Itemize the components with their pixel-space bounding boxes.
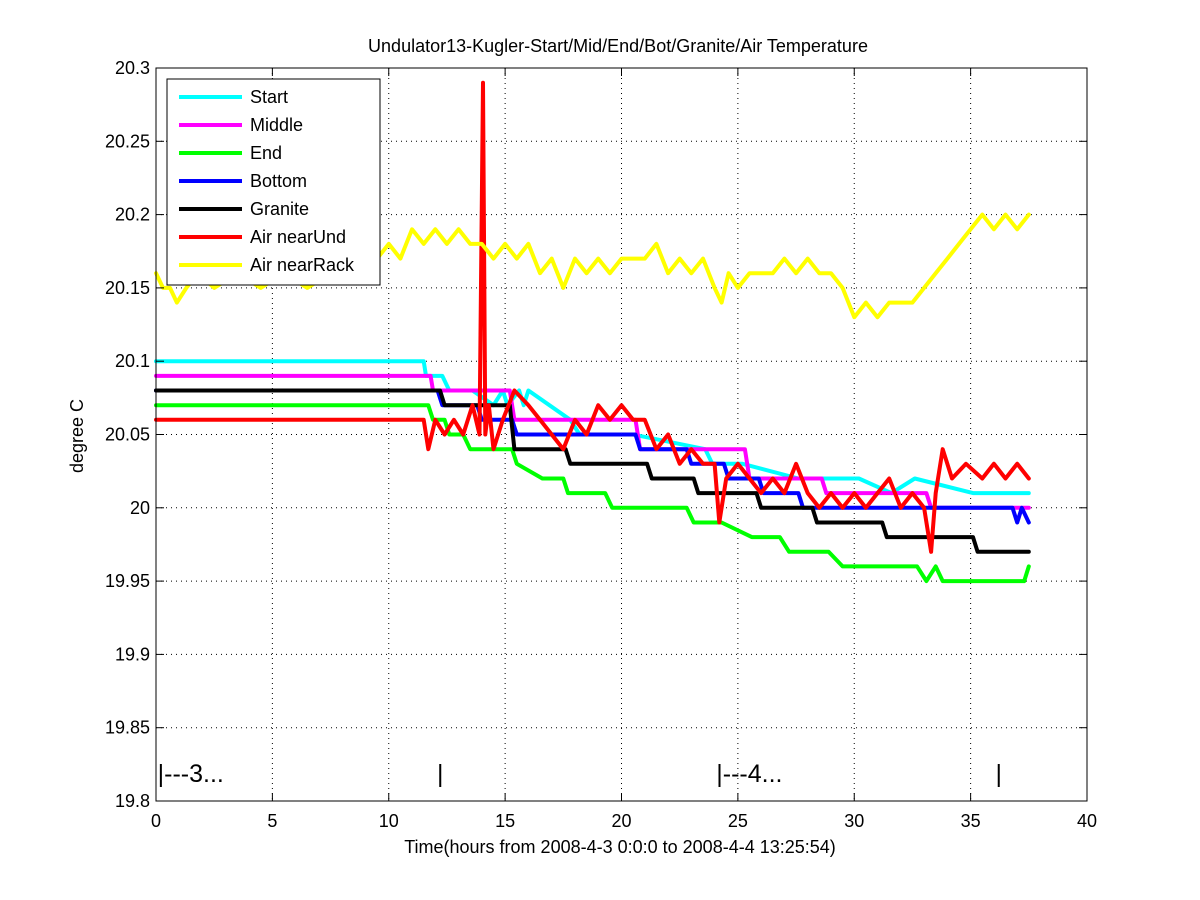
x-tick-label: 10 bbox=[379, 811, 399, 831]
y-tick-label: 19.95 bbox=[105, 571, 150, 591]
y-tick-label: 20.05 bbox=[105, 425, 150, 445]
legend-label: Bottom bbox=[250, 171, 307, 191]
x-tick-label: 0 bbox=[151, 811, 161, 831]
day-marker-label: | bbox=[437, 760, 444, 788]
legend: Start Middle End Bottom Granite Air nearUnd Ai… bbox=[166, 78, 381, 286]
legend-label: Granite bbox=[250, 199, 309, 219]
legend-label: Start bbox=[250, 87, 288, 107]
x-tick-label: 5 bbox=[267, 811, 277, 831]
x-tick-label: 20 bbox=[611, 811, 631, 831]
x-tick-label: 15 bbox=[495, 811, 515, 831]
legend-label: Air nearUnd bbox=[250, 227, 346, 247]
day-markers: |---3... | |---4... | bbox=[158, 760, 1002, 788]
y-tick-label: 19.8 bbox=[115, 791, 150, 811]
series-line-granite bbox=[154, 388, 1031, 554]
series-line-end bbox=[154, 403, 1031, 584]
y-tick-label: 20.3 bbox=[115, 58, 150, 78]
series-line-air-nearund bbox=[154, 80, 1031, 554]
day-marker-label: |---3... bbox=[158, 760, 224, 788]
y-tick-label: 19.9 bbox=[115, 644, 150, 664]
day-marker-label: |---4... bbox=[716, 760, 782, 788]
day-marker-label: | bbox=[996, 760, 1003, 788]
x-tick-label: 40 bbox=[1077, 811, 1097, 831]
y-tick-label: 19.85 bbox=[105, 718, 150, 738]
axis-ticks: 0 5 10 15 20 25 30 35 40 19.8 19.85 19.9 19.95 20 20.0… bbox=[105, 58, 1097, 831]
y-tick-label: 20.1 bbox=[115, 351, 150, 371]
x-tick-label: 30 bbox=[844, 811, 864, 831]
x-axis-label: Time(hours from 2008-4-3 0:0:0 to 2008-4… bbox=[404, 837, 836, 857]
x-tick-label: 25 bbox=[728, 811, 748, 831]
legend-label: End bbox=[250, 143, 282, 163]
x-tick-label: 35 bbox=[961, 811, 981, 831]
y-axis-label: degree C bbox=[67, 399, 87, 473]
series-line-start bbox=[154, 359, 1031, 496]
legend-label: Air nearRack bbox=[250, 255, 355, 275]
chart-title: Undulator13-Kugler-Start/Mid/End/Bot/Gra… bbox=[368, 36, 868, 56]
y-tick-label: 20.2 bbox=[115, 205, 150, 225]
legend-label: Middle bbox=[250, 115, 303, 135]
series-lines bbox=[154, 80, 1031, 584]
y-tick-label: 20.15 bbox=[105, 278, 150, 298]
y-tick-label: 20 bbox=[130, 498, 150, 518]
y-tick-label: 20.25 bbox=[105, 131, 150, 151]
